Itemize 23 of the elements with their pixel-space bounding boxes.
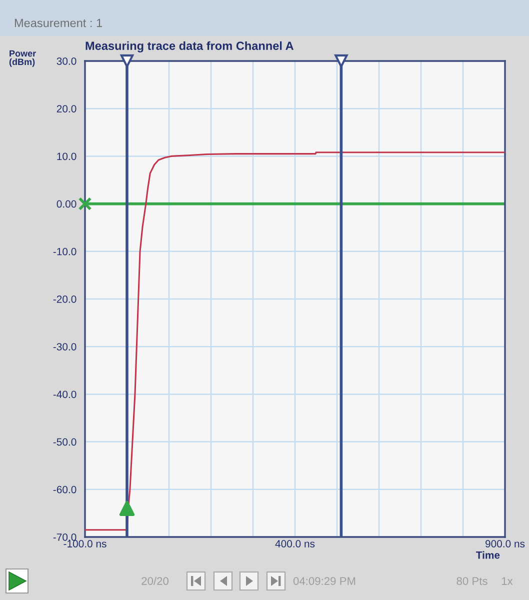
text: 80 Pts xyxy=(456,577,488,585)
text: Measurement : 1 xyxy=(14,18,102,28)
x-tick-label: -100.0 ns xyxy=(64,540,106,548)
text: 20/20 xyxy=(142,576,168,585)
y-axis-title: Power (dBm) xyxy=(9,50,36,67)
y-tick-label: 30.0 xyxy=(56,58,76,65)
text: 1x xyxy=(502,577,513,585)
y-tick-label: -70.0 xyxy=(53,534,76,541)
x-axis-title: Time xyxy=(476,551,500,559)
y-tick-label: 0.00 xyxy=(56,200,76,208)
y-tick-label: 20.0 xyxy=(56,105,76,112)
y-tick-label: -50.0 xyxy=(53,438,76,446)
text: 04:09:29 PM xyxy=(293,577,356,585)
y-tick-label: -30.0 xyxy=(53,343,76,350)
y-tick-label: -20.0 xyxy=(53,296,76,303)
y-tick-label: -60.0 xyxy=(53,486,76,494)
y-tick-label: -40.0 xyxy=(53,390,76,398)
line-series xyxy=(85,152,505,531)
x-tick-label: 900.0 ns xyxy=(486,540,525,548)
chart-title: Measuring trace data from Channel A xyxy=(86,41,294,52)
x-tick-label: 400.0 ns xyxy=(275,540,315,548)
y-tick-label: -10.0 xyxy=(53,248,76,256)
y-tick-label: 10.0 xyxy=(57,152,76,160)
